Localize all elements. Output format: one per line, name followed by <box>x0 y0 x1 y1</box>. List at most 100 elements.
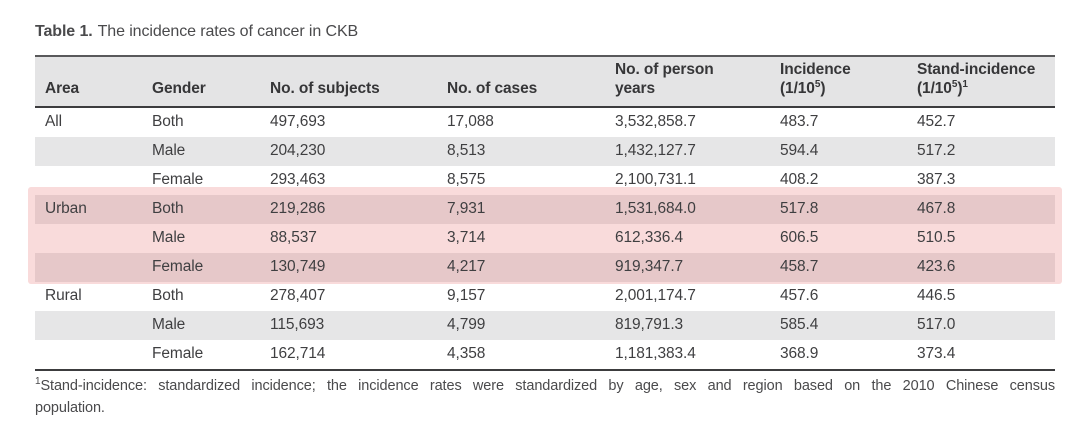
cell-gender: Male <box>142 223 260 253</box>
col-header-cases-label: No. of cases <box>447 80 538 98</box>
table-row-highlighted: Male 88,537 3,714 612,336.4 606.5 510.5 <box>35 223 1055 253</box>
cell-subjects: 162,714 <box>270 345 326 363</box>
cell-cases: 3,714 <box>437 223 605 253</box>
cell-incidence: 594.4 <box>770 136 907 166</box>
cell-incidence: 606.5 <box>770 223 907 253</box>
cell-cases: 7,931 <box>437 194 605 224</box>
cell-gender: Male <box>142 136 260 166</box>
cell-cases: 8,575 <box>447 171 486 189</box>
table-row: Male 204,230 8,513 1,432,127.7 594.4 517… <box>35 136 1055 166</box>
cell-subjects: 293,463 <box>270 171 326 189</box>
cell-stand-incidence: 467.8 <box>907 194 1055 224</box>
cell-area <box>35 340 142 370</box>
cell-gender: Male <box>142 310 260 340</box>
cell-person-years: 2,100,731.1 <box>615 171 696 189</box>
cell-gender: Both <box>152 287 184 305</box>
col-header-incidence-label: Incidence <box>780 61 851 78</box>
cell-incidence: 483.7 <box>780 113 819 131</box>
table-row: Female 162,714 4,358 1,181,383.4 368.9 3… <box>35 340 1055 370</box>
cell-stand-incidence: 517.0 <box>907 310 1055 340</box>
cell-person-years: 3,532,858.7 <box>615 113 696 131</box>
incidence-table: Area Gender No. of subjects No. of cases… <box>35 55 1055 371</box>
unit-superscript: 5 <box>951 79 958 91</box>
col-header-person-years-line2: years <box>615 80 656 98</box>
cell-gender: Female <box>152 171 204 189</box>
cell-cases: 4,217 <box>437 252 605 282</box>
cell-subjects: 497,693 <box>270 113 326 131</box>
cell-stand-incidence: 373.4 <box>917 345 956 363</box>
cell-incidence: 368.9 <box>780 345 819 363</box>
cell-incidence: 408.2 <box>780 171 819 189</box>
table-row: All Both 497,693 17,088 3,532,858.7 483.… <box>35 107 1055 137</box>
cell-cases: 17,088 <box>447 113 494 131</box>
col-header-area-label: Area <box>45 80 80 98</box>
footnote: 1Stand-incidence: standardized incidence… <box>35 376 1055 420</box>
footnote-marker-superscript: 1 <box>962 79 968 91</box>
cell-cases: 4,358 <box>447 345 486 363</box>
cell-incidence: 517.8 <box>770 194 907 224</box>
header-row: Area Gender No. of subjects No. of cases… <box>35 56 1055 108</box>
cell-area <box>35 166 142 195</box>
cell-area <box>35 252 142 282</box>
cell-person-years: 819,791.3 <box>605 310 770 340</box>
cell-stand-incidence: 446.5 <box>917 287 956 305</box>
table-row: Rural Both 278,407 9,157 2,001,174.7 457… <box>35 282 1055 311</box>
cell-person-years: 1,531,684.0 <box>605 194 770 224</box>
cell-stand-incidence: 387.3 <box>917 171 956 189</box>
table-title: Table 1. The incidence rates of cancer in… <box>35 23 358 41</box>
cell-subjects: 204,230 <box>260 136 437 166</box>
table-row: Male 115,693 4,799 819,791.3 585.4 517.0 <box>35 310 1055 340</box>
cell-subjects: 130,749 <box>260 252 437 282</box>
table-row-highlighted: Female 130,749 4,217 919,347.7 458.7 423… <box>35 252 1055 282</box>
col-header-subjects-label: No. of subjects <box>270 80 380 98</box>
cell-area: Rural <box>45 287 82 305</box>
cell-stand-incidence: 423.6 <box>907 252 1055 282</box>
col-header-gender-label: Gender <box>152 80 206 98</box>
cell-person-years: 2,001,174.7 <box>615 287 696 305</box>
cell-gender: Both <box>142 194 260 224</box>
table-title-text: The incidence rates of cancer in CKB <box>97 23 359 40</box>
footnote-text: Stand-incidence: standardized incidence;… <box>40 378 1055 394</box>
col-header-person-years-line1: No. of person <box>615 61 714 78</box>
footnote-line1: 1Stand-incidence: standardized incidence… <box>35 376 1055 398</box>
table-row: Female 293,463 8,575 2,100,731.1 408.2 3… <box>35 166 1055 195</box>
table-title-label: Table 1. <box>35 23 93 40</box>
table-row-highlighted: Urban Both 219,286 7,931 1,531,684.0 517… <box>35 194 1055 224</box>
cell-gender: Female <box>142 252 260 282</box>
cell-subjects: 115,693 <box>260 310 437 340</box>
col-header-stand-incidence-unit: (1/105)1 <box>917 79 968 98</box>
cell-area <box>35 310 142 340</box>
col-header-area: Area <box>35 56 142 108</box>
footnote-line2: population. <box>35 399 105 416</box>
cell-gender: Both <box>152 113 184 131</box>
cell-person-years: 612,336.4 <box>605 223 770 253</box>
cell-area <box>35 136 142 166</box>
cell-cases: 8,513 <box>437 136 605 166</box>
footnote-superscript: 1 <box>35 376 41 388</box>
cell-cases: 4,799 <box>437 310 605 340</box>
cell-person-years: 1,432,127.7 <box>605 136 770 166</box>
cell-stand-incidence: 517.2 <box>907 136 1055 166</box>
unit-superscript: 5 <box>814 79 821 91</box>
cell-stand-incidence: 452.7 <box>917 113 956 131</box>
col-header-incidence: Incidence (1/105) <box>770 56 907 108</box>
cell-gender: Female <box>152 345 204 363</box>
col-header-person-years: No. of person years <box>605 56 770 108</box>
cell-area <box>35 223 142 253</box>
cell-subjects: 88,537 <box>260 223 437 253</box>
col-header-stand-incidence-label: Stand-incidence <box>917 61 1036 78</box>
cell-incidence: 585.4 <box>770 310 907 340</box>
cell-subjects: 278,407 <box>270 287 326 305</box>
cell-incidence: 457.6 <box>780 287 819 305</box>
cell-stand-incidence: 510.5 <box>907 223 1055 253</box>
cell-person-years: 1,181,383.4 <box>615 345 696 363</box>
col-header-subjects: No. of subjects <box>260 56 437 108</box>
cell-incidence: 458.7 <box>770 252 907 282</box>
col-header-gender: Gender <box>142 56 260 108</box>
col-header-incidence-unit: (1/105) <box>780 79 826 98</box>
cell-person-years: 919,347.7 <box>605 252 770 282</box>
col-header-cases: No. of cases <box>437 56 605 108</box>
col-header-stand-incidence: Stand-incidence (1/105)1 <box>907 56 1055 108</box>
cell-subjects: 219,286 <box>260 194 437 224</box>
